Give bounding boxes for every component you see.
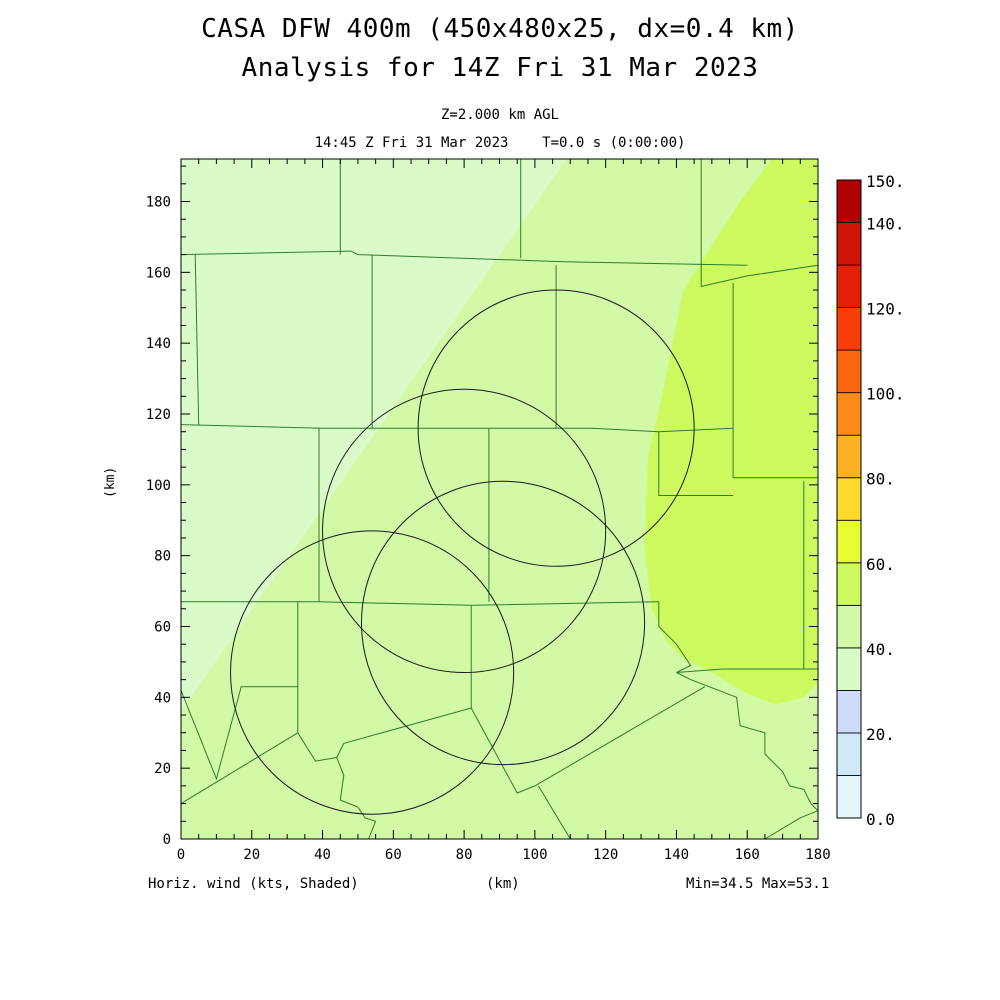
x-tick-label: 160	[735, 847, 760, 863]
colorbar-tick-label: 140.	[866, 215, 905, 234]
boundary-line	[470, 686, 706, 794]
y-tick-label: 20	[154, 761, 171, 777]
x-tick-label: 120	[593, 847, 618, 863]
colorbar-swatch	[836, 179, 862, 223]
y-tick-label: 160	[146, 265, 171, 281]
field-label: Horiz. wind (kts, Shaded)	[148, 876, 359, 892]
colorbar: 0.0 20. 40. 60. 80. 100. 120. 140. 150.	[836, 172, 905, 829]
boundary-line	[194, 254, 200, 425]
level-label: Z=2.000 km AGL	[440, 107, 559, 123]
x-tick-label: 140	[664, 847, 689, 863]
y-tick-label: 180	[146, 195, 171, 211]
y-axis-label: (km)	[103, 466, 118, 498]
colorbar-swatch	[836, 434, 862, 479]
colorbar-swatch	[836, 604, 862, 649]
colorbar-tick-label: 20.	[866, 725, 895, 744]
boundary-line	[297, 605, 472, 762]
colorbar-tick-label: 100.	[866, 385, 905, 404]
x-tick-label: 180	[805, 847, 830, 863]
x-tick-label: 60	[385, 847, 402, 863]
colorbar-tick-label: 120.	[866, 300, 905, 319]
y-tick-label: 40	[154, 690, 171, 706]
radar-ring	[417, 289, 695, 567]
boundary-line	[764, 810, 819, 840]
colorbar-swatch	[836, 690, 862, 734]
boundary-line	[180, 686, 298, 781]
y-tick-label: 140	[146, 336, 171, 352]
field-band-30-40	[181, 159, 567, 712]
time-label: 14:45 Z Fri 31 Mar 2023 T=0.0 s (0:00:00…	[314, 135, 686, 151]
field-band-50-60	[644, 159, 818, 705]
y-tick-label: 60	[154, 620, 171, 636]
y-tick-label: 80	[154, 549, 171, 565]
boundary-line	[658, 601, 804, 673]
x-tick-label: 100	[522, 847, 547, 863]
colorbar-tick-label: 40.	[866, 640, 895, 659]
boundary-line	[336, 757, 377, 840]
colorbar-tick-label: 150.	[866, 172, 905, 191]
boundary-line	[537, 785, 571, 840]
y-tick-label: 100	[146, 478, 171, 494]
x-axis-label: (km)	[486, 876, 520, 892]
colorbar-swatch	[836, 392, 862, 436]
colorbar-swatch	[836, 264, 862, 309]
colorbar-frame	[836, 179, 862, 819]
colorbar-swatch	[836, 562, 862, 606]
wind-field	[181, 159, 818, 839]
colorbar-swatch	[836, 732, 862, 776]
boundary-line	[732, 283, 818, 479]
boundary-line	[180, 250, 748, 266]
x-tick-label: 0	[177, 847, 185, 863]
radar-ring	[322, 388, 607, 674]
y-tick-label: 120	[146, 407, 171, 423]
boundary-line	[180, 424, 734, 433]
colorbar-tick-label: 80.	[866, 470, 895, 489]
colorbar-tick-label: 60.	[866, 555, 895, 574]
radar-range-rings	[230, 289, 695, 815]
radar-ring	[360, 480, 646, 766]
x-tick-label: 80	[456, 847, 473, 863]
boundary-line	[658, 431, 734, 496]
boundary-line	[700, 159, 819, 288]
chart-subtitle: Analysis for 14Z Fri 31 Mar 2023	[241, 53, 759, 83]
axes: 0 20 40 60 80 100 120 140 160 180 0 20 40 60 80 100 120 1…	[146, 158, 831, 863]
chart-title: CASA DFW 400m (450x480x25, dx=0.4 km)	[201, 14, 799, 44]
boundary-line	[803, 481, 818, 670]
county-boundaries	[180, 159, 819, 840]
colorbar-swatch	[836, 307, 862, 351]
colorbar-swatch	[836, 519, 862, 564]
colorbar-swatch	[836, 647, 862, 691]
colorbar-tick-label: 0.0	[866, 810, 895, 829]
boundary-line	[676, 672, 819, 812]
y-tick-label: 0	[163, 832, 171, 848]
colorbar-swatch	[836, 222, 862, 266]
x-tick-label: 20	[243, 847, 260, 863]
min-max-label: Min=34.5 Max=53.1	[686, 876, 830, 892]
colorbar-swatch	[836, 477, 862, 521]
colorbar-swatch	[836, 349, 862, 394]
radar-ring	[230, 530, 515, 815]
x-tick-label: 40	[314, 847, 331, 863]
colorbar-swatch	[836, 775, 862, 819]
